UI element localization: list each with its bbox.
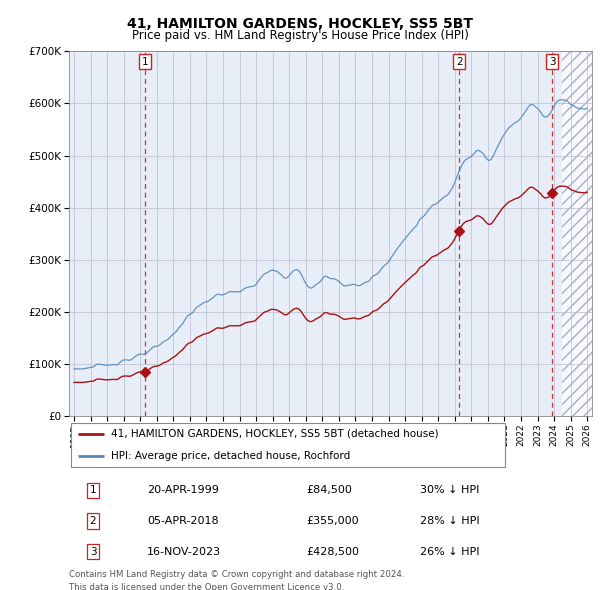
Text: 28% ↓ HPI: 28% ↓ HPI: [420, 516, 479, 526]
Text: 2: 2: [89, 516, 97, 526]
Text: £355,000: £355,000: [306, 516, 359, 526]
Text: Price paid vs. HM Land Registry's House Price Index (HPI): Price paid vs. HM Land Registry's House …: [131, 30, 469, 42]
Text: 16-NOV-2023: 16-NOV-2023: [147, 547, 221, 556]
Text: 41, HAMILTON GARDENS, HOCKLEY, SS5 5BT: 41, HAMILTON GARDENS, HOCKLEY, SS5 5BT: [127, 17, 473, 31]
Text: 20-APR-1999: 20-APR-1999: [147, 486, 219, 495]
Text: This data is licensed under the Open Government Licence v3.0.: This data is licensed under the Open Gov…: [69, 583, 344, 590]
FancyBboxPatch shape: [71, 423, 505, 467]
Text: 41, HAMILTON GARDENS, HOCKLEY, SS5 5BT (detached house): 41, HAMILTON GARDENS, HOCKLEY, SS5 5BT (…: [110, 429, 438, 439]
Text: 30% ↓ HPI: 30% ↓ HPI: [420, 486, 479, 495]
Text: 3: 3: [89, 547, 97, 556]
Bar: [562, 51, 592, 416]
Text: 1: 1: [142, 57, 148, 67]
Text: 3: 3: [549, 57, 556, 67]
Text: £428,500: £428,500: [306, 547, 359, 556]
Text: 2: 2: [456, 57, 463, 67]
Text: 05-APR-2018: 05-APR-2018: [147, 516, 218, 526]
Text: 1: 1: [89, 486, 97, 495]
Text: £84,500: £84,500: [306, 486, 352, 495]
Text: 26% ↓ HPI: 26% ↓ HPI: [420, 547, 479, 556]
Bar: [562, 51, 592, 416]
Text: Contains HM Land Registry data © Crown copyright and database right 2024.: Contains HM Land Registry data © Crown c…: [69, 570, 404, 579]
Text: HPI: Average price, detached house, Rochford: HPI: Average price, detached house, Roch…: [110, 451, 350, 461]
